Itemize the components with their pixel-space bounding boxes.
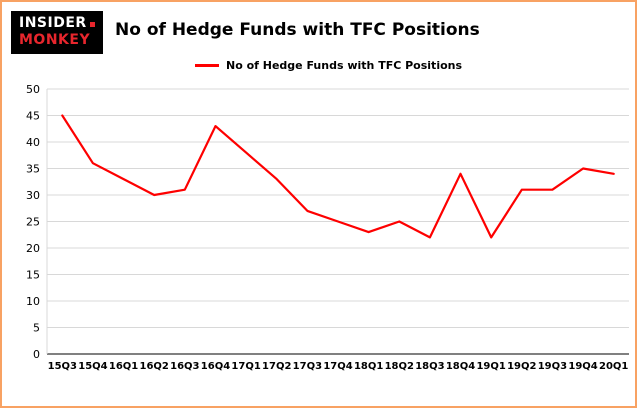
y-tick-label: 25 <box>26 216 40 229</box>
legend-label: No of Hedge Funds with TFC Positions <box>226 59 463 72</box>
x-tick-label: 15Q3 <box>48 361 77 372</box>
chart-title: No of Hedge Funds with TFC Positions <box>115 20 480 40</box>
x-tick-label: 18Q1 <box>354 361 383 372</box>
x-tick-label: 18Q3 <box>415 361 444 372</box>
y-tick-label: 15 <box>26 269 40 282</box>
logo-line-insider: INSIDER <box>19 15 95 32</box>
y-tick-label: 0 <box>33 348 40 361</box>
y-tick-label: 5 <box>33 322 40 335</box>
legend-line-swatch <box>195 64 219 67</box>
x-tick-label: 18Q4 <box>446 361 475 372</box>
x-tick-label: 19Q1 <box>476 361 505 372</box>
x-tick-label: 16Q1 <box>109 361 138 372</box>
y-tick-label: 10 <box>26 295 40 308</box>
logo-text-monkey: MONKEY <box>19 31 91 48</box>
x-tick-label: 17Q3 <box>293 361 322 372</box>
y-tick-label: 35 <box>26 163 40 176</box>
x-tick-label: 15Q4 <box>78 361 107 372</box>
chart-legend: No of Hedge Funds with TFC Positions <box>195 59 462 72</box>
x-tick-label: 17Q2 <box>262 361 291 372</box>
x-tick-label: 16Q4 <box>201 361 230 372</box>
x-tick-label: 18Q2 <box>385 361 414 372</box>
y-tick-label: 30 <box>26 189 40 202</box>
x-tick-label: 17Q4 <box>323 361 352 372</box>
y-tick-label: 45 <box>26 110 40 123</box>
x-tick-label: 16Q2 <box>140 361 169 372</box>
y-tick-label: 50 <box>26 83 40 96</box>
y-tick-label: 40 <box>26 136 40 149</box>
y-tick-label: 20 <box>26 242 40 255</box>
insider-monkey-logo: INSIDER MONKEY <box>11 11 103 54</box>
x-tick-label: 19Q3 <box>538 361 567 372</box>
logo-red-square-icon <box>89 22 95 27</box>
x-tick-label: 19Q4 <box>568 361 597 372</box>
x-tick-label: 20Q1 <box>599 361 628 372</box>
logo-text-insider: INSIDER <box>19 15 87 31</box>
x-tick-label: 16Q3 <box>170 361 199 372</box>
series-line <box>61 114 615 239</box>
x-tick-label: 17Q1 <box>231 361 260 372</box>
x-tick-label: 19Q2 <box>507 361 536 372</box>
